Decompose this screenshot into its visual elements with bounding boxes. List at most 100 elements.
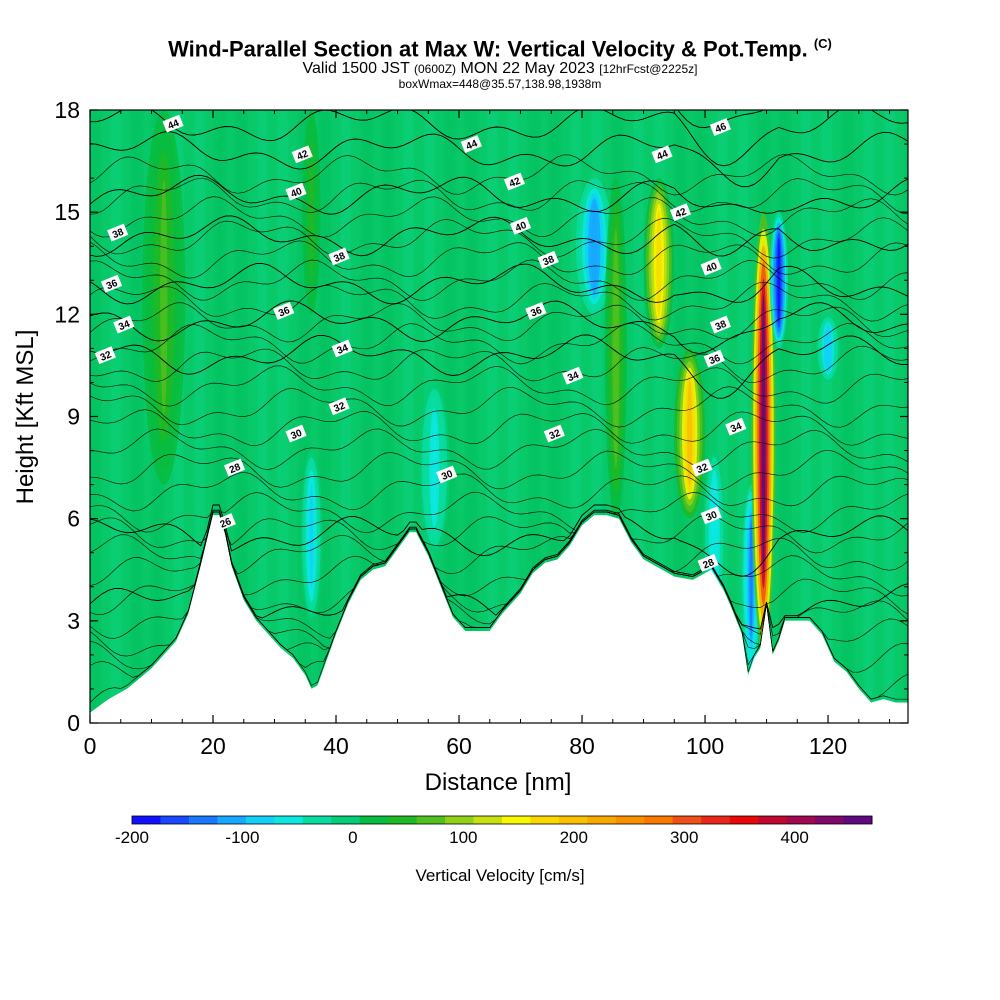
isentrope-label-text: 34 (336, 342, 351, 357)
isentrope-label: 44 (460, 135, 482, 153)
isentrope-label-text: 34 (729, 421, 744, 436)
isentrope-line (90, 217, 908, 259)
isentrope-label-box (525, 301, 547, 320)
terrain (90, 515, 908, 723)
colorbar-swatch (729, 816, 759, 824)
isentrope-label: 28 (223, 458, 246, 477)
velocity-band (160, 180, 168, 415)
isentrope-label-text: 36 (105, 278, 120, 293)
isentrope-labels: 4442403836343238363432302826444240383634… (94, 114, 747, 572)
isentrope-line (90, 262, 908, 305)
x-axis: 0 20 40 60 80 100 120 (84, 110, 891, 759)
isentrope-label-text: 28 (228, 462, 243, 477)
isentrope-label: 34 (331, 339, 353, 358)
isentrope-label: 34 (725, 417, 747, 436)
isentrope-line (90, 240, 908, 279)
isentrope-label-text: 38 (111, 227, 126, 242)
colorbar-swatch (331, 816, 361, 824)
isentrope-label-box (113, 315, 135, 334)
colorbar-swatch (530, 816, 560, 824)
background-stripe (487, 110, 498, 713)
isentrope-label: 36 (525, 301, 547, 320)
chart-boxinfo: boxWmax=448@35.57,138.98,1938m (398, 77, 602, 91)
isentrope-label-box (562, 366, 584, 385)
colorbar-swatch (302, 816, 332, 824)
isentrope-label: 32 (328, 397, 350, 416)
velocity-band (309, 482, 314, 589)
y-tick-label: 18 (54, 97, 80, 123)
isentrope-label: 30 (700, 506, 722, 525)
colorbar-swatch (274, 816, 304, 824)
background-stripe (257, 110, 268, 713)
isentrope-line (90, 491, 908, 534)
colorbar-swatch (217, 816, 247, 824)
isentrope-label-text: 42 (508, 176, 523, 191)
isentrope-label-text: 44 (465, 138, 480, 153)
colorbar-swatch (445, 816, 475, 824)
background-stripe (340, 110, 351, 713)
isentrope-label-text: 38 (542, 254, 557, 269)
isentrope-label-text: 38 (332, 250, 347, 265)
colorbar: -200 -100 0 100 200 300 400 (115, 815, 873, 847)
isentrope-line (90, 174, 908, 215)
isentrope-line (90, 504, 908, 577)
colorbar-swatch (644, 816, 674, 824)
background-stripe (780, 110, 790, 713)
colorbar-tick-label: 400 (780, 828, 808, 847)
isentrope-label-text: 28 (701, 557, 716, 572)
background-stripe (110, 110, 121, 713)
isentrope-label: 30 (436, 465, 458, 484)
isentrope-label-text: 32 (99, 349, 114, 364)
isentrope-line (90, 409, 908, 447)
colorbar-swatch (701, 816, 731, 824)
isentrope-label-box (328, 397, 350, 416)
isentrope-label-box (107, 223, 129, 242)
isentrope-label-text: 36 (277, 305, 292, 320)
background-stripe (320, 110, 330, 713)
background-stripe (215, 110, 226, 713)
isentrope-line (90, 131, 908, 188)
isentrope-line (90, 259, 908, 302)
velocity-band (687, 380, 693, 487)
isentrope-label-text: 38 (714, 319, 729, 334)
colorbar-tick-label: 0 (348, 828, 357, 847)
colorbar-swatch (815, 816, 845, 824)
colorbar-tick-label: 300 (670, 828, 698, 847)
velocity-band (614, 241, 618, 455)
background-stripe (884, 110, 895, 713)
velocity-band (761, 295, 766, 572)
isentrope-label: 38 (709, 315, 732, 334)
x-tick-label: 80 (569, 733, 595, 759)
isentrope-line (90, 196, 908, 238)
isentrope-label-box (162, 114, 184, 133)
isentrope-line (90, 322, 908, 365)
isentrope-label-box (543, 424, 565, 443)
isentrope-label-box (460, 135, 482, 153)
isentrope-label: 32 (543, 424, 565, 443)
background-stripe (529, 110, 539, 713)
isentrope-label-text: 26 (219, 516, 234, 531)
isentrope-label-box (537, 250, 559, 269)
isentrope-label-box (509, 216, 532, 235)
isentrope-label-text: 44 (166, 118, 181, 133)
y-tick-label: 6 (67, 506, 80, 532)
isentrope-label-text: 30 (705, 509, 720, 524)
colorbar-swatch (473, 816, 503, 824)
isentrope-label-box (285, 424, 307, 443)
isentrope-label-text: 44 (655, 148, 670, 163)
isentrope-label: 30 (285, 424, 307, 443)
isentrope-label-box (273, 301, 295, 320)
colorbar-swatch (615, 816, 645, 824)
colorbar-tick-label: 200 (560, 828, 588, 847)
background-stripe (654, 110, 665, 713)
background-stripe (508, 110, 519, 713)
isentrope-label: 36 (273, 301, 295, 320)
colorbar-tick-label: -100 (225, 828, 259, 847)
y-tick-label: 0 (67, 710, 80, 736)
colorbar-tick-label: 100 (449, 828, 477, 847)
isentrope-label: 44 (162, 114, 184, 133)
isentrope-line (90, 215, 908, 257)
isentrope-label-box (436, 465, 458, 484)
background-stripe (842, 110, 853, 713)
isentrope-line (90, 471, 908, 512)
